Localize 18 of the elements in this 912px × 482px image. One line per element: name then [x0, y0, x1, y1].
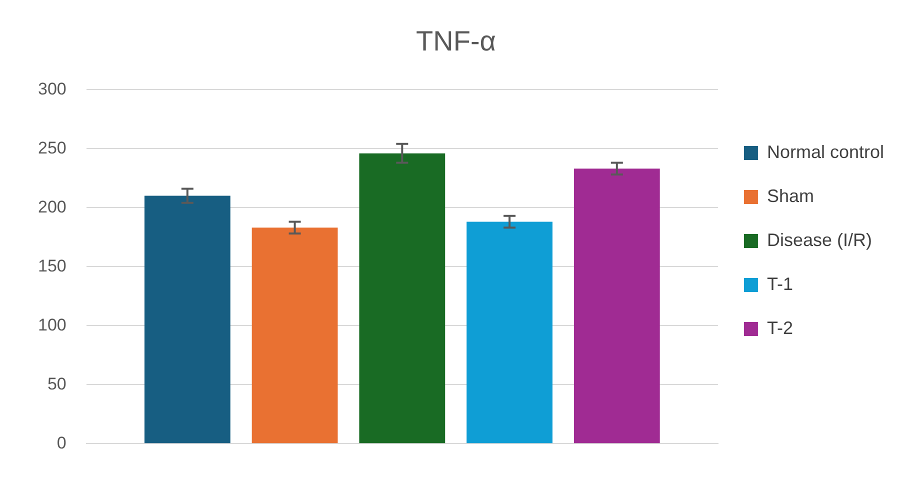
legend-label: Normal control: [766, 142, 884, 162]
bar: [359, 153, 446, 444]
bar: [466, 222, 552, 444]
y-tick-label: 100: [38, 315, 66, 334]
legend-label: T-1: [766, 274, 793, 294]
legend-label: Sham: [766, 186, 814, 206]
chart-title: TNF-α: [416, 26, 496, 57]
bar: [252, 228, 338, 444]
y-tick-label: 250: [38, 138, 66, 158]
y-tick-label: 0: [56, 433, 66, 452]
legend-label: T-2: [766, 318, 793, 338]
legend-label: Disease (I/R): [766, 230, 872, 250]
y-tick-label: 300: [38, 79, 66, 98]
bar: [144, 196, 230, 444]
y-tick-label: 50: [47, 374, 66, 394]
y-tick-label: 200: [38, 197, 66, 216]
bar: [574, 168, 660, 444]
y-tick-label: 150: [38, 256, 66, 276]
